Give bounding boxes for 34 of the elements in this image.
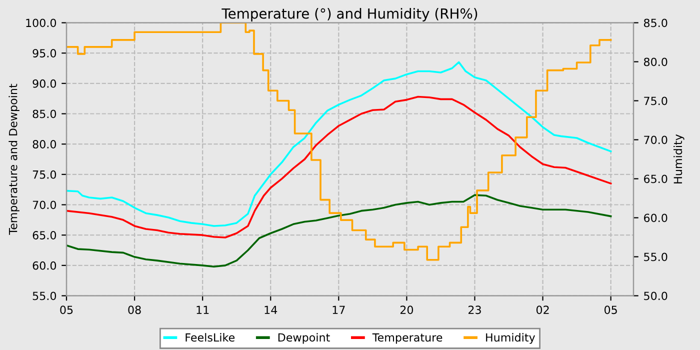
legend-label: Humidity	[486, 333, 536, 344]
y-tick-label: 65.0	[32, 231, 56, 240]
x-tick-label: 05	[60, 306, 73, 314]
y-tick-label: 100.0	[26, 18, 56, 28]
x-tick-label: 11	[196, 306, 209, 314]
legend-label: Dewpoint	[278, 333, 330, 344]
x-tick-label: 17	[332, 306, 345, 314]
legend-label: Temperature	[372, 333, 442, 344]
y-tick-label: 75.0	[32, 170, 56, 179]
legend-label: FeelsLike	[186, 333, 235, 342]
y2-tick-label: 60.0	[644, 214, 668, 222]
x-tick-label: 20	[400, 306, 414, 314]
y2-tick-label: 80.0	[644, 58, 668, 66]
y-tick-label: 80.0	[32, 140, 56, 148]
y-tick-label: 70.0	[32, 200, 56, 210]
y-tick-label: 60.0	[32, 261, 56, 270]
y-tick-label: 90.0	[32, 79, 56, 88]
x-tick-label: 23	[468, 306, 481, 314]
y-tick-label: 95.0	[32, 49, 56, 58]
y-axis-title: Temperature and Dewpoint	[8, 84, 20, 235]
y2-tick-label: 50.0	[644, 292, 668, 300]
x-tick-label: 02	[536, 306, 549, 314]
chart-title: Temperature (°) and Humidity (RH%)	[222, 8, 478, 22]
y2-tick-label: 85.0	[644, 18, 668, 28]
y2-tick-label: 55.0	[644, 252, 668, 262]
y-tick-label: 85.0	[32, 110, 56, 118]
y2-tick-label: 70.0	[644, 136, 668, 144]
y-tick-label: 55.0	[32, 292, 56, 300]
x-tick-label: 08	[128, 306, 141, 314]
y2-tick-label: 75.0	[644, 96, 668, 106]
y2-tick-label: 65.0	[644, 174, 668, 184]
x-tick-label: 05	[604, 306, 617, 314]
y2-axis-title: Humidity	[674, 134, 684, 184]
x-tick-label: 14	[264, 306, 278, 314]
